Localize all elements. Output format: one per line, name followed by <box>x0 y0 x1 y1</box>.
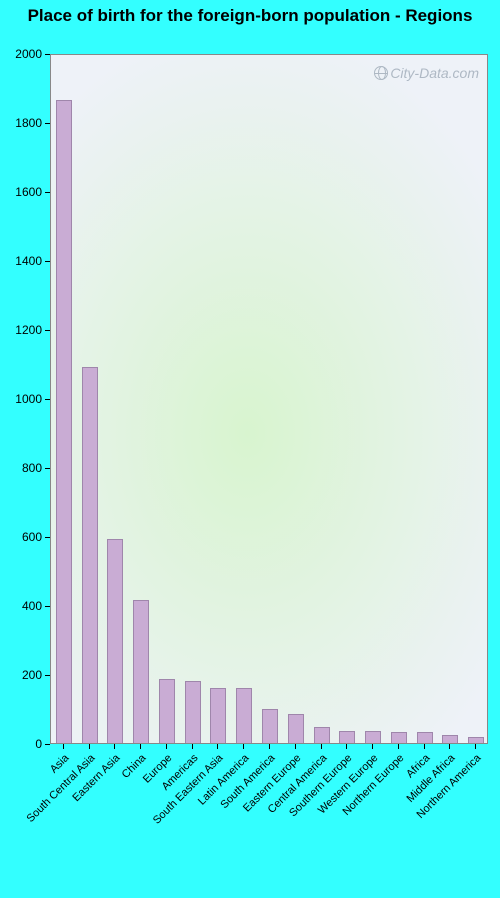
y-tick-label: 1800 <box>0 116 42 130</box>
x-tick-mark <box>140 744 141 749</box>
x-tick-mark <box>243 744 244 749</box>
bar <box>210 688 226 743</box>
plot-area: City-Data.com <box>50 54 488 744</box>
y-tick-mark <box>45 192 50 193</box>
watermark: City-Data.com <box>374 65 479 81</box>
watermark-text: City-Data.com <box>390 65 479 81</box>
x-tick-mark <box>346 744 347 749</box>
y-tick-label: 1400 <box>0 254 42 268</box>
x-tick-mark <box>192 744 193 749</box>
bar <box>262 709 278 744</box>
y-tick-mark <box>45 54 50 55</box>
y-tick-label: 200 <box>0 668 42 682</box>
globe-icon <box>374 66 388 80</box>
y-tick-label: 600 <box>0 530 42 544</box>
bar <box>417 732 433 743</box>
x-tick-mark <box>295 744 296 749</box>
bar <box>288 714 304 743</box>
x-tick-mark <box>398 744 399 749</box>
bar <box>159 679 175 743</box>
x-tick-mark <box>321 744 322 749</box>
x-tick-mark <box>217 744 218 749</box>
x-tick-mark <box>269 744 270 749</box>
x-tick-mark <box>63 744 64 749</box>
x-tick-mark <box>166 744 167 749</box>
x-tick-mark <box>424 744 425 749</box>
y-tick-label: 1000 <box>0 392 42 406</box>
bar <box>236 688 252 743</box>
bar <box>442 735 458 743</box>
bar <box>107 539 123 743</box>
y-tick-mark <box>45 399 50 400</box>
y-tick-label: 400 <box>0 599 42 613</box>
bar <box>82 367 98 743</box>
bar <box>56 100 72 743</box>
bar <box>339 731 355 743</box>
bar <box>391 732 407 743</box>
y-tick-label: 1200 <box>0 323 42 337</box>
y-tick-label: 2000 <box>0 47 42 61</box>
chart-title: Place of birth for the foreign-born popu… <box>0 6 500 26</box>
bar <box>133 600 149 743</box>
y-tick-label: 1600 <box>0 185 42 199</box>
y-tick-mark <box>45 744 50 745</box>
x-tick-mark <box>449 744 450 749</box>
y-tick-label: 800 <box>0 461 42 475</box>
y-tick-label: 0 <box>0 737 42 751</box>
bar <box>185 681 201 743</box>
y-tick-mark <box>45 261 50 262</box>
y-tick-mark <box>45 675 50 676</box>
y-tick-mark <box>45 537 50 538</box>
chart-page: Place of birth for the foreign-born popu… <box>0 0 500 898</box>
y-tick-mark <box>45 330 50 331</box>
x-tick-mark <box>89 744 90 749</box>
x-tick-mark <box>475 744 476 749</box>
y-tick-mark <box>45 468 50 469</box>
y-tick-mark <box>45 606 50 607</box>
y-tick-mark <box>45 123 50 124</box>
x-tick-mark <box>114 744 115 749</box>
x-tick-mark <box>372 744 373 749</box>
bar <box>365 731 381 743</box>
bar <box>314 727 330 743</box>
bar <box>468 737 484 743</box>
